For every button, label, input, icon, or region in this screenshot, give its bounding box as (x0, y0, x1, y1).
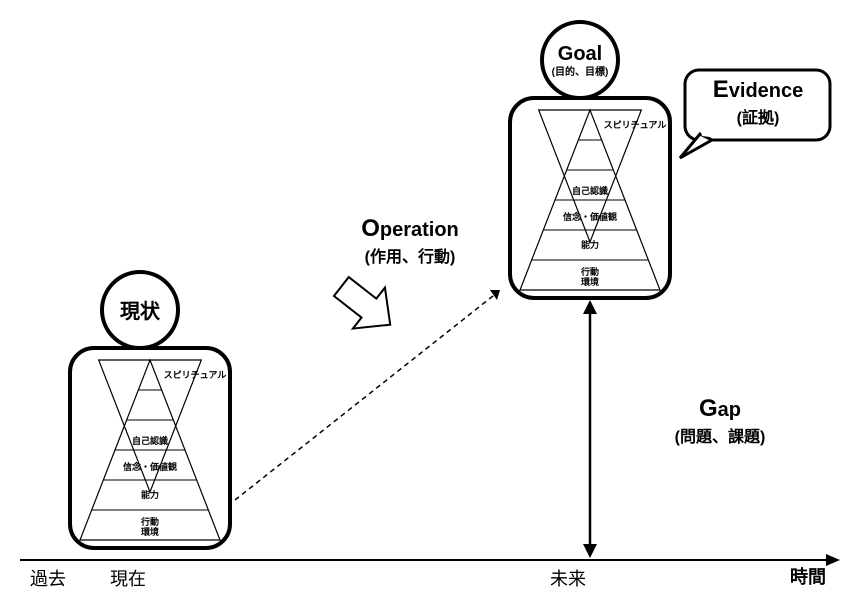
figure-current: 現状 スピリチュアル 自己認識 信念・価値観 能力 行動 環境 (70, 272, 230, 548)
gap-double-arrow (583, 300, 597, 558)
pyr-cur-l5: 行動 (140, 516, 159, 527)
pyr-cur-l2: 自己認識 (132, 435, 168, 446)
pyr-cur-l1: スピリチュアル (164, 369, 227, 380)
timeline-present: 現在 (110, 565, 146, 591)
timeline-future: 未来 (550, 565, 586, 591)
goal-circle-sublabel: (目的、目標) (552, 65, 609, 78)
pyr-cur-l4: 能力 (141, 489, 159, 500)
figure-goal: Goal (目的、目標) スピリチュアル 自己認識 信念・価値観 能力 行動 環… (510, 22, 670, 298)
goal-circle-label: Goal (558, 43, 602, 65)
pyr-goal-l5: 行動 (580, 266, 599, 277)
gap-rest: ap (718, 399, 741, 421)
timeline-axis: 時間 (790, 563, 826, 589)
pyr-goal-l2: 自己認識 (572, 185, 608, 196)
gap-initial: G (699, 395, 718, 422)
current-circle-label: 現状 (120, 299, 161, 323)
pyr-goal-l1: スピリチュアル (604, 119, 667, 130)
annotation-operation: Operation (作用、行動) (320, 215, 500, 267)
pyr-goal-l4: 能力 (581, 239, 599, 250)
op-initial: O (361, 215, 380, 242)
pyr-goal-l6: 環境 (581, 276, 599, 287)
ev-initial: E (713, 76, 729, 103)
ev-rest: vidence (729, 80, 803, 102)
pyr-goal-l3: 信念・価値観 (563, 211, 617, 222)
op-rest: peration (380, 219, 459, 241)
pyr-cur-l6: 環境 (141, 526, 159, 537)
ev-sub: (証拠) (693, 104, 823, 128)
annotation-gap: Gap (問題、課題) (640, 395, 800, 447)
annotation-evidence: Evidence (証拠) (693, 76, 823, 128)
gap-sub: (問題、課題) (640, 423, 800, 447)
operation-outline-arrow (325, 266, 406, 345)
op-sub: (作用、行動) (320, 243, 500, 267)
pyr-cur-l3: 信念・価値観 (123, 461, 177, 472)
timeline-past: 過去 (30, 565, 66, 591)
